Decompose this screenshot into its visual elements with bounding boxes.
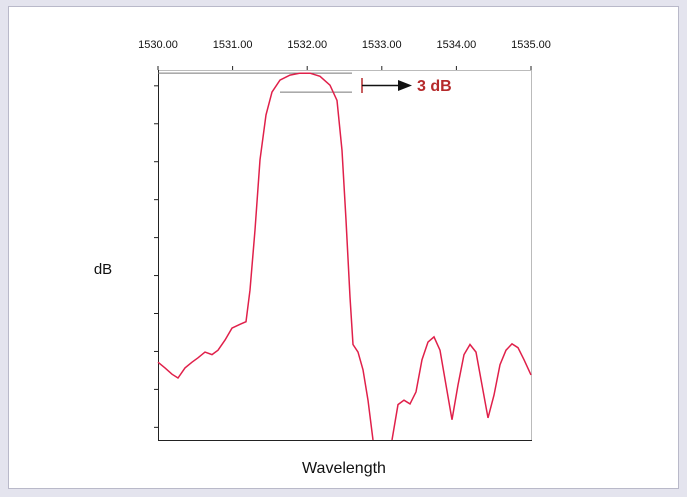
x-tick-label: 1533.00	[362, 39, 402, 51]
y-axis-label: dB	[94, 261, 112, 278]
spectrum-line	[157, 72, 532, 441]
x-tick-label: 1535.00	[511, 39, 551, 51]
panel	[8, 6, 679, 489]
x-tick-label: 1531.00	[213, 39, 253, 51]
x-tick-label: 1534.00	[437, 39, 477, 51]
x-tick-label: 1532.00	[287, 39, 327, 51]
annotation: 3 dB	[417, 78, 452, 95]
x-tick-label: 1530.00	[138, 39, 178, 51]
x-axis-label: Wavelength	[302, 460, 386, 477]
annotation-arrowhead	[398, 80, 412, 91]
